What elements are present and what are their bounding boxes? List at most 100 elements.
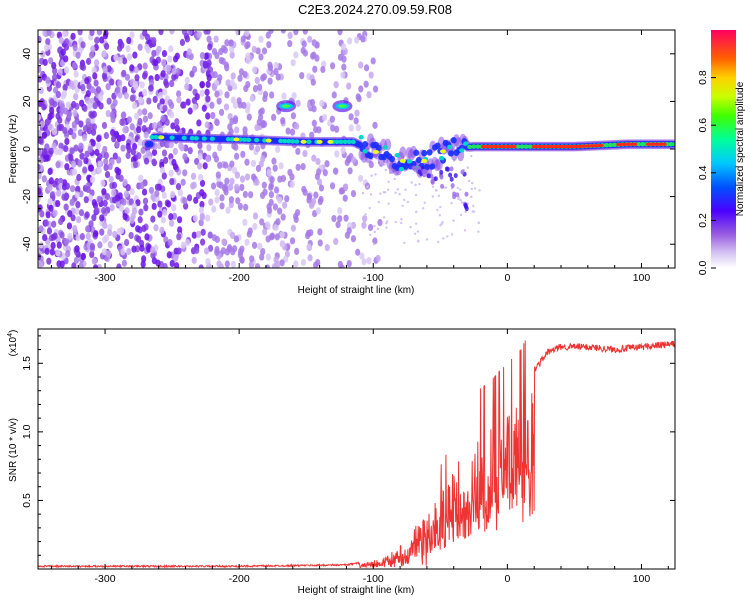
- noise-speck: [355, 124, 361, 132]
- noise-speck: [156, 121, 163, 129]
- noise-speck: [75, 51, 81, 59]
- noise-speck: [112, 152, 118, 160]
- noise-speck: [85, 185, 91, 194]
- noise-speck: [316, 126, 322, 134]
- noise-speck: [119, 118, 125, 126]
- noise-speck: [200, 238, 206, 246]
- noise-speck: [136, 152, 142, 160]
- noise-speck: [240, 35, 246, 43]
- noise-speck: [92, 201, 99, 209]
- noise-speck: [224, 91, 230, 99]
- noise-speck: [132, 51, 138, 59]
- noise-speck: [164, 118, 170, 126]
- noise-dot: [464, 210, 467, 214]
- noise-speck: [293, 215, 299, 224]
- track-bright: [158, 135, 165, 140]
- snr-xlabel: Height of straight line (km): [298, 585, 415, 596]
- noise-speck: [313, 191, 319, 199]
- noise-speck: [78, 120, 84, 128]
- noise-speck: [168, 169, 174, 177]
- noise-speck: [84, 211, 90, 219]
- track-hot: [494, 145, 500, 149]
- noise-dot: [431, 185, 435, 188]
- noise-speck: [182, 153, 188, 161]
- noise-speck: [128, 198, 134, 206]
- noise-speck: [94, 148, 100, 156]
- track-core: [225, 136, 232, 142]
- noise-dot: [439, 205, 442, 209]
- noise-speck: [244, 42, 250, 50]
- noise-dot: [410, 181, 413, 184]
- noise-dot: [446, 235, 449, 238]
- noise-speck: [79, 232, 85, 241]
- track-blue: [147, 141, 154, 148]
- noise-speck: [197, 152, 203, 161]
- noise-speck: [129, 187, 135, 196]
- noise-speck: [124, 238, 130, 247]
- noise-speck: [316, 178, 323, 186]
- noise-speck: [167, 238, 173, 247]
- noise-speck: [136, 126, 142, 134]
- noise-speck: [268, 190, 275, 199]
- noise-speck: [202, 162, 208, 170]
- noise-speck: [111, 92, 117, 100]
- noise-speck: [46, 227, 53, 235]
- noise-speck: [220, 57, 226, 65]
- noise-speck: [275, 145, 281, 154]
- spectrogram-x-axis: -300 -200 -100 0 100: [50, 30, 669, 284]
- noise-speck: [82, 166, 88, 174]
- noise-speck: [65, 250, 71, 258]
- noise-speck: [154, 190, 160, 198]
- noise-speck: [91, 66, 97, 75]
- track-core: [209, 136, 215, 141]
- noise-speck: [244, 173, 251, 181]
- noise-speck: [358, 61, 364, 69]
- noise-speck: [98, 94, 104, 102]
- noise-speck: [137, 216, 143, 224]
- noise-speck: [73, 70, 79, 78]
- noise-speck: [293, 260, 299, 268]
- noise-speck: [317, 197, 323, 206]
- track-core: [334, 139, 340, 145]
- noise-speck: [257, 83, 263, 91]
- noise-speck: [281, 92, 287, 100]
- noise-speck: [38, 149, 43, 157]
- noise-speck: [271, 113, 277, 122]
- track-bright: [399, 158, 406, 163]
- noise-speck: [300, 258, 306, 267]
- noise-speck: [354, 36, 360, 44]
- noise-speck: [59, 107, 65, 115]
- noise-speck: [52, 209, 58, 217]
- noise-speck: [107, 162, 113, 171]
- noise-speck: [59, 260, 65, 268]
- noise-speck: [151, 49, 157, 58]
- track-core: [640, 142, 646, 147]
- noise-speck: [151, 158, 157, 166]
- noise-dot: [470, 187, 474, 191]
- noise-speck: [214, 235, 220, 244]
- noise-dot: [431, 195, 434, 198]
- noise-speck: [217, 161, 223, 169]
- noise-speck: [109, 78, 115, 86]
- noise-speck: [162, 88, 168, 96]
- noise-speck: [169, 30, 175, 35]
- noise-dot: [467, 179, 471, 183]
- noise-speck: [196, 31, 202, 39]
- noise-speck: [134, 112, 140, 120]
- noise-speck: [87, 102, 93, 110]
- noise-speck: [237, 202, 243, 211]
- noise-speck: [38, 241, 45, 249]
- noise-speck: [51, 220, 57, 228]
- noise-speck: [261, 47, 268, 55]
- noise-speck: [109, 203, 115, 212]
- noise-dot: [442, 237, 445, 240]
- track-streak: [445, 166, 450, 172]
- track-core: [604, 142, 610, 148]
- noise-speck: [111, 135, 117, 143]
- noise-dot: [396, 188, 399, 191]
- noise-speck: [194, 157, 200, 166]
- track-streak: [433, 176, 438, 182]
- track-core: [193, 136, 199, 141]
- noise-speck: [45, 38, 51, 46]
- noise-speck: [99, 228, 105, 236]
